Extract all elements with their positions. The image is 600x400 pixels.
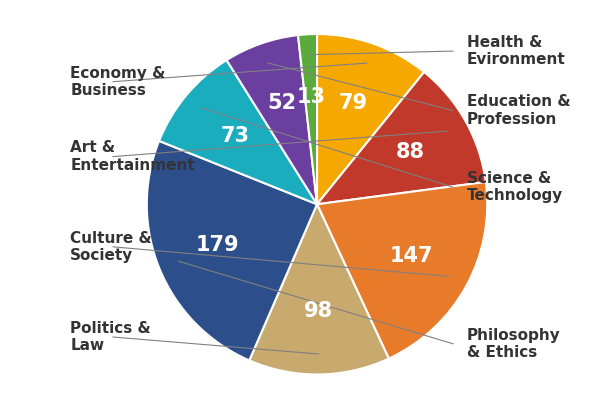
Wedge shape <box>227 35 317 204</box>
Text: Politics &
Law: Politics & Law <box>70 321 151 353</box>
Wedge shape <box>298 34 317 204</box>
Text: Science &
Technology: Science & Technology <box>467 171 563 204</box>
Text: 73: 73 <box>220 126 249 146</box>
Text: 52: 52 <box>267 93 296 113</box>
Wedge shape <box>317 34 424 204</box>
Wedge shape <box>159 60 317 204</box>
Text: Philosophy
& Ethics: Philosophy & Ethics <box>467 328 560 360</box>
Text: 179: 179 <box>196 235 239 255</box>
Text: 88: 88 <box>396 142 425 162</box>
Text: 98: 98 <box>304 302 333 322</box>
Text: 79: 79 <box>338 93 367 113</box>
Text: Education &
Profession: Education & Profession <box>467 94 571 127</box>
Text: 13: 13 <box>296 87 326 107</box>
Wedge shape <box>249 204 389 374</box>
Text: Culture &
Society: Culture & Society <box>70 231 152 263</box>
Text: 147: 147 <box>389 246 433 266</box>
Text: Art &
Entertainment: Art & Entertainment <box>70 140 195 173</box>
Text: Economy &
Business: Economy & Business <box>70 66 166 98</box>
Wedge shape <box>147 141 317 360</box>
Wedge shape <box>317 72 486 204</box>
Wedge shape <box>317 182 487 358</box>
Text: Health &
Evironment: Health & Evironment <box>467 35 566 67</box>
